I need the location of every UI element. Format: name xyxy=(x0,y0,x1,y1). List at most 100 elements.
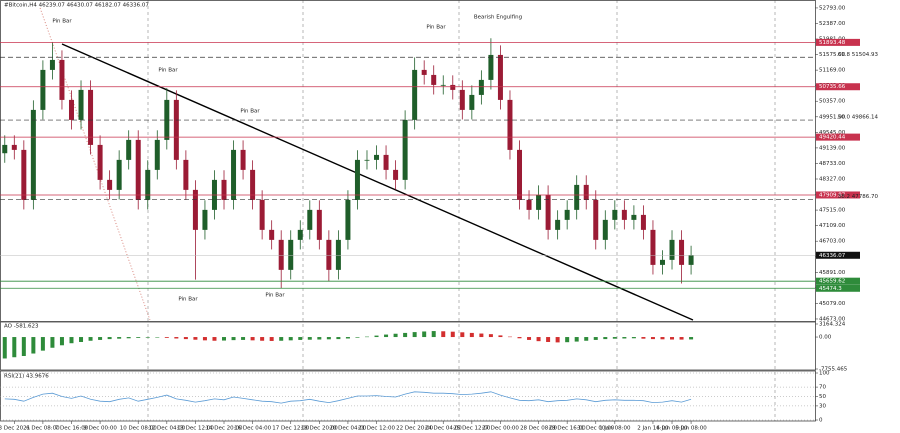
ao-bar xyxy=(298,337,303,340)
main-panel-frame xyxy=(0,0,816,322)
candle-body xyxy=(669,239,675,260)
ao-bar xyxy=(469,332,474,338)
y-tick-label: 52793.00 xyxy=(819,5,846,11)
ao-bar xyxy=(546,337,551,342)
ao-bar xyxy=(241,337,246,340)
ao-bar xyxy=(59,337,64,346)
candle-body xyxy=(21,149,27,200)
y-tick-label: 48327.00 xyxy=(819,177,846,183)
ao-bar xyxy=(31,337,36,354)
y-tick-label: 47515.00 xyxy=(819,208,846,214)
ao-bar xyxy=(622,337,627,339)
candle-body xyxy=(364,159,370,161)
candle-body xyxy=(202,209,208,230)
ao-title: AO -581.623 xyxy=(4,324,39,330)
candle-body xyxy=(393,169,399,180)
main-title: #Bitcoin,H4 46239.07 46430.07 46182.07 4… xyxy=(4,3,149,9)
rsi-line xyxy=(4,391,692,404)
candle-body xyxy=(497,54,503,100)
ao-bar xyxy=(374,335,379,338)
y-tick-label: -7755.465 xyxy=(819,367,848,373)
ao-bar xyxy=(593,337,598,340)
x-tick-label: 28 Dec 08:00 xyxy=(520,426,557,432)
candle-body xyxy=(574,184,580,210)
x-tick-label: 14 Dec 20:00 xyxy=(206,426,243,432)
candle-body xyxy=(231,149,237,200)
ao-bar xyxy=(507,336,512,338)
candle-body xyxy=(564,209,570,220)
ao-bar xyxy=(536,337,541,342)
ao-bar xyxy=(145,337,150,338)
ao-bar xyxy=(479,333,484,338)
ao-bar xyxy=(612,337,617,339)
ao-bar xyxy=(155,337,160,338)
candle-body xyxy=(450,84,456,90)
candle-body xyxy=(621,209,627,220)
ao-bar xyxy=(279,337,284,341)
ao-bar xyxy=(641,337,646,339)
ao-bar xyxy=(307,337,312,340)
drawn-fib-line xyxy=(39,7,151,321)
candle-body xyxy=(240,149,246,170)
fib-label: 38.2 47786.70 xyxy=(838,194,879,200)
candle-body xyxy=(116,159,122,190)
ao-bar xyxy=(441,331,446,338)
ao-bar xyxy=(488,334,493,338)
x-tick-label: 10 Dec 08:00 xyxy=(120,426,157,432)
ao-bar xyxy=(517,337,522,339)
candle-body xyxy=(612,209,618,220)
x-tick-label: 29 Dec 16:00 xyxy=(549,426,586,432)
candle-body xyxy=(59,59,65,100)
candle-body xyxy=(507,99,513,150)
ao-bar xyxy=(355,337,360,338)
candle-body xyxy=(459,89,465,110)
annotation: Pin Bar xyxy=(158,68,178,74)
candle-body xyxy=(326,239,332,270)
y-tick-label: 46703.00 xyxy=(819,239,846,245)
candle-body xyxy=(68,99,74,120)
y-tick-label: 48733.00 xyxy=(819,161,846,167)
x-tick-label: 20 Dec 04:00 xyxy=(329,426,366,432)
level-label: 47909.87 xyxy=(819,192,846,198)
x-tick-label: 31 Dec 00:00 xyxy=(577,426,614,432)
y-tick-label: 70 xyxy=(819,385,826,391)
level-label: 50735.66 xyxy=(819,84,846,90)
candle-body xyxy=(631,214,637,220)
candle-body xyxy=(49,59,55,70)
candle-body xyxy=(345,199,351,240)
candle-body xyxy=(173,99,179,160)
annotation: Pin Bar xyxy=(178,297,198,303)
ao-bar xyxy=(260,337,265,341)
annotation: Pin Bar xyxy=(240,109,260,115)
candle-body xyxy=(688,255,694,265)
level-tag xyxy=(816,277,860,285)
candle-body xyxy=(555,219,561,230)
fib-label: 61.8 51504.93 xyxy=(838,52,879,58)
y-tick-label: 3164.324 xyxy=(819,322,846,328)
ao-bar xyxy=(660,337,665,340)
candle-body xyxy=(583,184,589,200)
candle-body xyxy=(135,139,141,200)
ao-bar xyxy=(88,337,93,341)
x-tick-label: 22 Dec 20:00 xyxy=(396,426,433,432)
candle-body xyxy=(412,69,418,120)
ao-bar xyxy=(40,337,45,351)
candle-body xyxy=(88,89,94,145)
candle-body xyxy=(126,139,132,160)
y-tick-label: 49951.00 xyxy=(819,114,846,120)
candle-body xyxy=(11,144,17,150)
candle-body xyxy=(402,119,408,180)
candle-body xyxy=(517,149,523,200)
ao-bar xyxy=(126,337,131,339)
candle-body xyxy=(107,179,113,190)
level-tag xyxy=(816,284,860,292)
x-tick-label: 7 Dec 16:00 xyxy=(55,426,89,432)
x-tick-label: 25 Dec 12:00 xyxy=(453,426,490,432)
candle-body xyxy=(354,159,360,200)
candle-body xyxy=(469,94,475,110)
ao-bar xyxy=(460,332,465,338)
y-tick-label: 45891.00 xyxy=(819,270,846,276)
ao-bar xyxy=(2,337,7,359)
y-tick-label: 49139.00 xyxy=(819,145,846,151)
y-tick-label: 51575.00 xyxy=(819,52,846,58)
